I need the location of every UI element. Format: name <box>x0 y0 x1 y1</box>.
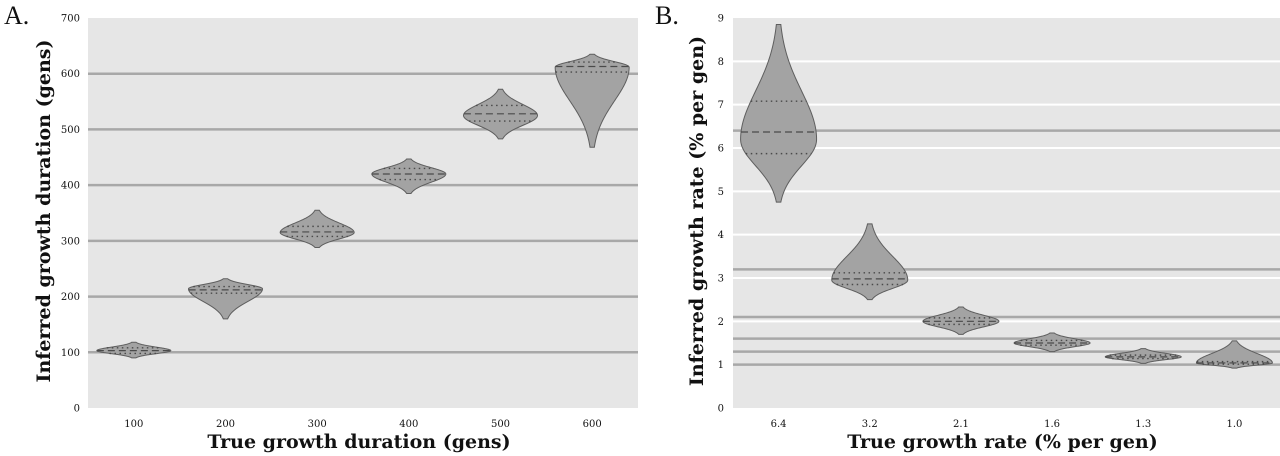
x-axis-label: True growth rate (% per gen) <box>847 431 1157 453</box>
x-tick-label: 3.2 <box>862 419 878 430</box>
violin-1.3 <box>1104 348 1182 364</box>
y-tick-label: 100 <box>61 348 80 359</box>
y-tick-label: 2 <box>718 317 724 328</box>
plot-background <box>733 18 1280 408</box>
y-tick-label: 4 <box>718 230 724 241</box>
violin-1.6 <box>1013 332 1091 353</box>
x-tick-label: 500 <box>491 419 510 430</box>
violin-600 <box>554 53 630 148</box>
violin-2.1 <box>922 306 1000 335</box>
y-tick-label: 500 <box>61 125 80 136</box>
violin-6.4 <box>740 24 818 203</box>
y-tick-label: 300 <box>61 236 80 247</box>
y-tick-label: 5 <box>718 187 724 198</box>
y-tick-label: 6 <box>718 144 724 155</box>
x-tick-label: 600 <box>583 419 602 430</box>
violin-300 <box>279 209 355 249</box>
x-tick-label: 1.6 <box>1044 419 1060 430</box>
panel-label: B. <box>655 1 679 30</box>
y-tick-label: 9 <box>718 14 724 25</box>
y-tick-label: 700 <box>61 14 80 25</box>
x-axis-label: True growth duration (gens) <box>207 431 510 453</box>
x-tick-label: 400 <box>399 419 418 430</box>
violin-1.0 <box>1195 340 1273 369</box>
y-axis-label: Inferred growth duration (gens) <box>33 40 55 383</box>
x-tick-label: 1.3 <box>1135 419 1151 430</box>
panel-b: 0 1 2 3 4 5 6 7 8 9 6.4 3.2 2.1 1.6 1.3 1.0 True growth … <box>655 1 1280 453</box>
violin-3.2 <box>831 223 909 301</box>
y-tick-label: 0 <box>718 404 724 415</box>
y-tick-label: 0 <box>74 404 80 415</box>
panel-label: A. <box>4 1 29 30</box>
y-tick-label: 7 <box>718 100 724 111</box>
x-tick-label: 100 <box>124 419 143 430</box>
y-tick-label: 400 <box>61 181 80 192</box>
violin-400 <box>371 158 447 194</box>
y-tick-label: 600 <box>61 69 80 80</box>
violin-200 <box>187 278 264 320</box>
x-tick-label: 2.1 <box>953 419 969 430</box>
y-tick-label: 3 <box>718 274 724 285</box>
y-tick-label: 200 <box>61 292 80 303</box>
x-tick-label: 300 <box>308 419 327 430</box>
panel-a: 0 100 200 300 400 500 600 700 100 200 300 400 500 600… <box>4 1 638 453</box>
y-axis-label: Inferred growth rate (% per gen) <box>686 36 708 386</box>
x-tick-label: 1.0 <box>1226 419 1242 430</box>
x-tick-label: 6.4 <box>771 419 787 430</box>
x-tick-label: 200 <box>216 419 235 430</box>
y-tick-label: 8 <box>718 57 724 68</box>
y-tick-label: 1 <box>718 360 724 371</box>
plot-background <box>88 18 638 408</box>
